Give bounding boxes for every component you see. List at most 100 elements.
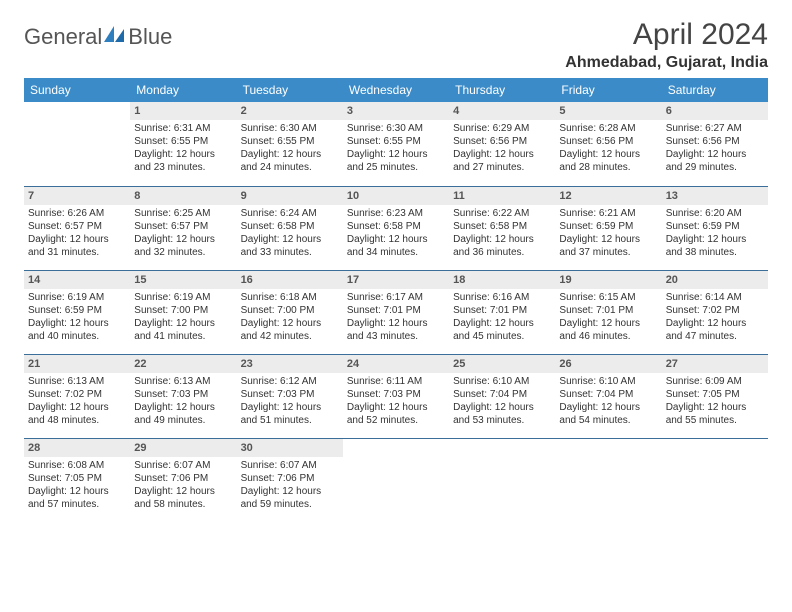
sunrise-text: Sunrise: 6:28 AM (559, 122, 657, 135)
sunrise-text: Sunrise: 6:14 AM (666, 291, 764, 304)
calendar-cell: . (555, 438, 661, 522)
calendar-cell: 2Sunrise: 6:30 AMSunset: 6:55 PMDaylight… (237, 102, 343, 186)
day-number: 27 (662, 355, 768, 373)
day-number: 18 (449, 271, 555, 289)
calendar-cell: 17Sunrise: 6:17 AMSunset: 7:01 PMDayligh… (343, 270, 449, 354)
day-number: 25 (449, 355, 555, 373)
sunrise-text: Sunrise: 6:09 AM (666, 375, 764, 388)
sunrise-text: Sunrise: 6:22 AM (453, 207, 551, 220)
day-number: 13 (662, 187, 768, 205)
weekday-header: Thursday (449, 78, 555, 102)
sunrise-text: Sunrise: 6:21 AM (559, 207, 657, 220)
location: Ahmedabad, Gujarat, India (565, 54, 768, 72)
calendar-cell: . (449, 438, 555, 522)
calendar-cell: 19Sunrise: 6:15 AMSunset: 7:01 PMDayligh… (555, 270, 661, 354)
sunrise-text: Sunrise: 6:30 AM (347, 122, 445, 135)
sunrise-text: Sunrise: 6:31 AM (134, 122, 232, 135)
day-number: 1 (130, 102, 236, 120)
sunset-text: Sunset: 6:59 PM (28, 304, 126, 317)
weekday-header: Saturday (662, 78, 768, 102)
day-number: 23 (237, 355, 343, 373)
header: General Blue April 2024 Ahmedabad, Gujar… (24, 18, 768, 72)
daylight-text: Daylight: 12 hours and 47 minutes. (666, 317, 764, 343)
sunset-text: Sunset: 6:55 PM (347, 135, 445, 148)
day-number: 12 (555, 187, 661, 205)
calendar-cell: 5Sunrise: 6:28 AMSunset: 6:56 PMDaylight… (555, 102, 661, 186)
calendar-cell: 6 Sunrise: 6:27 AMSunset: 6:56 PMDaylight… (662, 102, 768, 186)
day-number: 6 (662, 102, 768, 120)
daylight-text: Daylight: 12 hours and 53 minutes. (453, 401, 551, 427)
sunrise-text: Sunrise: 6:19 AM (28, 291, 126, 304)
daylight-text: Daylight: 12 hours and 38 minutes. (666, 233, 764, 259)
weekday-header: Friday (555, 78, 661, 102)
sunset-text: Sunset: 6:56 PM (666, 135, 764, 148)
calendar-cell: 27Sunrise: 6:09 AMSunset: 7:05 PMDayligh… (662, 354, 768, 438)
calendar-cell: 22Sunrise: 6:13 AMSunset: 7:03 PMDayligh… (130, 354, 236, 438)
calendar-cell: 23Sunrise: 6:12 AMSunset: 7:03 PMDayligh… (237, 354, 343, 438)
sunset-text: Sunset: 7:05 PM (28, 472, 126, 485)
sunset-text: Sunset: 7:05 PM (666, 388, 764, 401)
sunset-text: Sunset: 6:58 PM (347, 220, 445, 233)
daylight-text: Daylight: 12 hours and 40 minutes. (28, 317, 126, 343)
calendar-row: .1Sunrise: 6:31 AMSunset: 6:55 PMDayligh… (24, 102, 768, 186)
sunset-text: Sunset: 7:02 PM (666, 304, 764, 317)
sunrise-text: Sunrise: 6:27 AM (666, 122, 764, 135)
calendar-cell: 3Sunrise: 6:30 AMSunset: 6:55 PMDaylight… (343, 102, 449, 186)
daylight-text: Daylight: 12 hours and 59 minutes. (241, 485, 339, 511)
calendar-row: 14Sunrise: 6:19 AMSunset: 6:59 PMDayligh… (24, 270, 768, 354)
sunrise-text: Sunrise: 6:13 AM (28, 375, 126, 388)
daylight-text: Daylight: 12 hours and 29 minutes. (666, 148, 764, 174)
day-number: 26 (555, 355, 661, 373)
daylight-text: Daylight: 12 hours and 27 minutes. (453, 148, 551, 174)
daylight-text: Daylight: 12 hours and 57 minutes. (28, 485, 126, 511)
day-number: 22 (130, 355, 236, 373)
day-number: 14 (24, 271, 130, 289)
sunset-text: Sunset: 6:59 PM (559, 220, 657, 233)
sunrise-text: Sunrise: 6:18 AM (241, 291, 339, 304)
calendar-cell: 15Sunrise: 6:19 AMSunset: 7:00 PMDayligh… (130, 270, 236, 354)
sunset-text: Sunset: 6:59 PM (666, 220, 764, 233)
day-number: 15 (130, 271, 236, 289)
weekday-header: Wednesday (343, 78, 449, 102)
daylight-text: Daylight: 12 hours and 25 minutes. (347, 148, 445, 174)
month-title: April 2024 (565, 18, 768, 52)
brand-logo: General Blue (24, 18, 172, 50)
calendar-cell: 1Sunrise: 6:31 AMSunset: 6:55 PMDaylight… (130, 102, 236, 186)
daylight-text: Daylight: 12 hours and 42 minutes. (241, 317, 339, 343)
calendar-cell: 20 Sunrise: 6:14 AMSunset: 7:02 PMDayligh… (662, 270, 768, 354)
daylight-text: Daylight: 12 hours and 49 minutes. (134, 401, 232, 427)
daylight-text: Daylight: 12 hours and 54 minutes. (559, 401, 657, 427)
weekday-header: Sunday (24, 78, 130, 102)
sunset-text: Sunset: 7:06 PM (134, 472, 232, 485)
sunrise-text: Sunrise: 6:17 AM (347, 291, 445, 304)
sunrise-text: Sunrise: 6:30 AM (241, 122, 339, 135)
daylight-text: Daylight: 12 hours and 32 minutes. (134, 233, 232, 259)
sunset-text: Sunset: 6:58 PM (453, 220, 551, 233)
sunrise-text: Sunrise: 6:15 AM (559, 291, 657, 304)
sunrise-text: Sunrise: 6:11 AM (347, 375, 445, 388)
sunset-text: Sunset: 7:03 PM (241, 388, 339, 401)
sunset-text: Sunset: 7:04 PM (453, 388, 551, 401)
day-number: 21 (24, 355, 130, 373)
sunset-text: Sunset: 7:03 PM (347, 388, 445, 401)
sunset-text: Sunset: 7:04 PM (559, 388, 657, 401)
sunset-text: Sunset: 7:06 PM (241, 472, 339, 485)
day-number: 7 (24, 187, 130, 205)
title-block: April 2024 Ahmedabad, Gujarat, India (565, 18, 768, 72)
sunrise-text: Sunrise: 6:10 AM (559, 375, 657, 388)
sunrise-text: Sunrise: 6:07 AM (241, 459, 339, 472)
daylight-text: Daylight: 12 hours and 34 minutes. (347, 233, 445, 259)
calendar-cell: 30Sunrise: 6:07 AMSunset: 7:06 PMDayligh… (237, 438, 343, 522)
calendar-cell: . (662, 438, 768, 522)
day-number: 20 (662, 271, 768, 289)
calendar-cell: 14 Sunrise: 6:19 AMSunset: 6:59 PMDayligh… (24, 270, 130, 354)
brand-blue: Blue (128, 24, 172, 50)
sunset-text: Sunset: 7:03 PM (134, 388, 232, 401)
calendar-cell: 12Sunrise: 6:21 AMSunset: 6:59 PMDayligh… (555, 186, 661, 270)
calendar-cell: 16Sunrise: 6:18 AMSunset: 7:00 PMDayligh… (237, 270, 343, 354)
day-number: 24 (343, 355, 449, 373)
sunrise-text: Sunrise: 6:29 AM (453, 122, 551, 135)
calendar-cell: . (24, 102, 130, 186)
calendar-row: 21Sunrise: 6:13 AMSunset: 7:02 PMDayligh… (24, 354, 768, 438)
calendar-cell: 29Sunrise: 6:07 AMSunset: 7:06 PMDayligh… (130, 438, 236, 522)
